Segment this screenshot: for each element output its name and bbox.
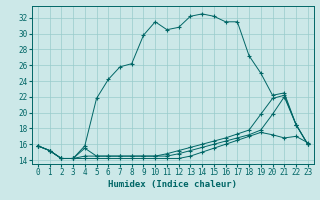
X-axis label: Humidex (Indice chaleur): Humidex (Indice chaleur): [108, 180, 237, 189]
